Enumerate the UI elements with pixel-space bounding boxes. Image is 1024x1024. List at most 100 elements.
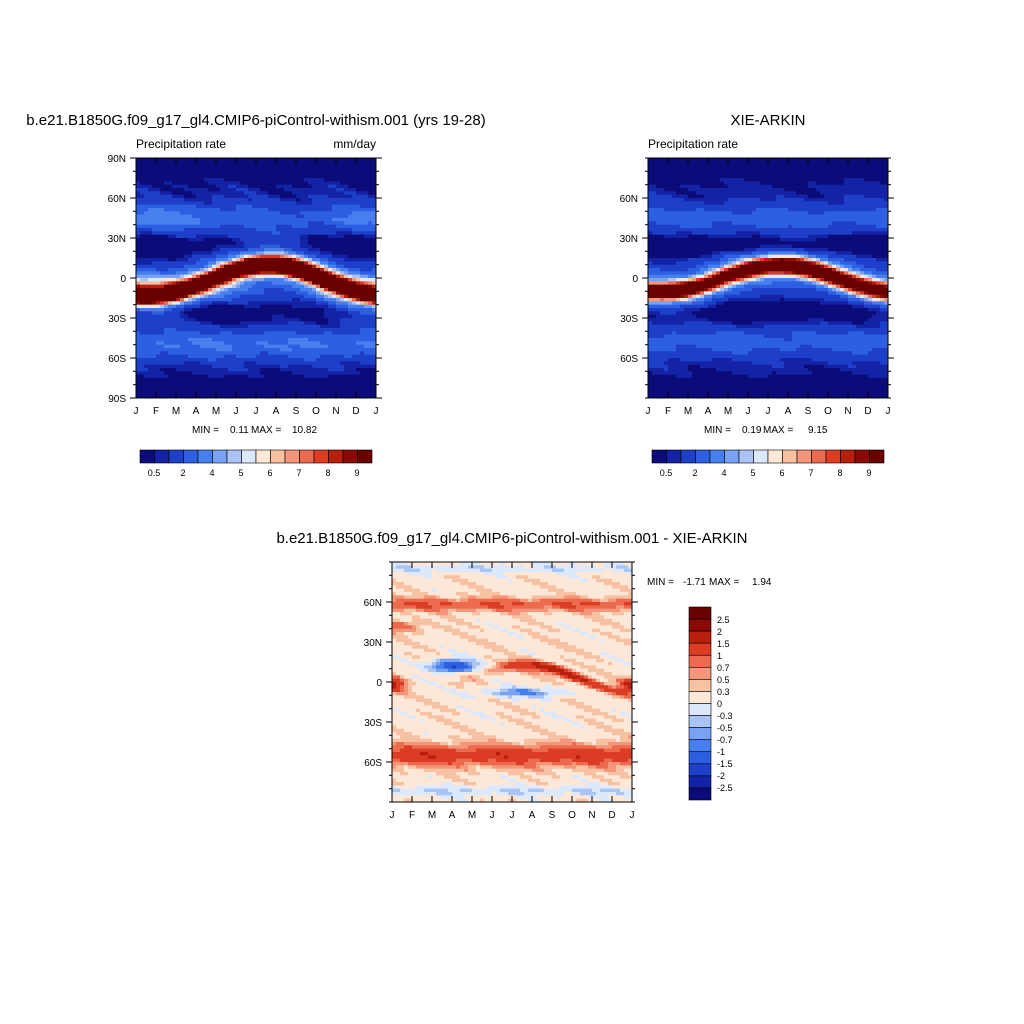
field-cell [288,324,293,329]
field-cell [288,228,293,232]
field-cell [144,228,149,232]
field-cell [828,164,833,169]
field-cell [256,288,261,292]
field-cell [884,158,888,162]
field-cell [168,168,173,172]
field-cell [712,181,717,186]
field-cell [152,221,157,226]
field-cell [236,358,241,362]
field-cell [236,214,241,219]
field-cell [156,238,161,242]
field-cell [208,274,213,279]
field-cell [276,248,281,252]
field-cell [344,294,349,299]
field-cell [180,338,185,342]
field-cell [228,374,233,379]
field-cell [216,201,221,206]
field-cell [348,394,353,398]
field-cell [272,358,277,362]
field-cell [232,281,237,286]
field-cell [356,241,361,246]
field-cell [300,224,305,229]
field-cell [312,364,317,369]
field-cell [352,374,357,379]
field-cell [288,231,293,236]
field-cell [220,301,225,306]
field-cell [220,314,225,319]
field-cell [652,174,657,179]
field-cell [344,164,349,169]
field-cell [200,351,205,356]
field-cell [288,368,293,372]
field-cell [328,361,333,366]
field-cell [332,288,337,292]
field-cell [224,381,229,386]
field-cell [360,251,365,256]
field-cell [268,174,273,179]
field-cell [184,328,189,332]
field-cell [292,304,297,309]
field-cell [344,191,349,196]
field-cell [244,211,249,216]
field-cell [312,254,317,259]
field-cell [180,351,185,356]
field-cell [768,184,773,189]
field-cell [300,261,305,266]
field-cell [236,338,241,342]
field-cell [796,164,801,169]
field-cell [208,211,213,216]
field-cell [208,288,213,292]
field-cell [836,168,841,172]
field-cell [348,358,353,362]
field-cell [740,168,745,172]
field-cell [184,231,189,236]
field-cell [224,294,229,299]
field-cell [320,234,325,239]
field-cell [220,218,225,222]
field-cell [708,168,713,172]
field-cell [244,238,249,242]
field-cell [184,204,189,209]
field-cell [172,371,177,376]
field-cell [328,244,333,249]
field-cell [232,171,237,176]
field-cell [332,184,337,189]
field-cell [204,234,209,239]
field-cell [236,311,241,316]
field-cell [324,308,329,312]
field-cell [732,174,737,179]
field-cell [252,338,257,342]
field-cell [724,168,729,172]
field-cell [176,248,181,252]
field-cell [140,214,145,219]
field-cell [304,344,309,349]
field-cell [168,314,173,319]
field-cell [240,158,245,162]
field-cell [212,308,217,312]
field-cell [168,218,173,222]
field-cell [144,271,149,276]
field-cell [224,321,229,326]
field-cell [324,354,329,359]
field-cell [292,228,297,232]
field-cell [204,378,209,382]
field-cell [284,278,289,282]
field-cell [664,171,669,176]
field-cell [340,374,345,379]
field-cell [308,228,313,232]
field-cell [152,374,157,379]
field-cell [364,231,369,236]
field-cell [304,178,309,182]
field-cell [324,261,329,266]
field-cell [364,174,369,179]
field-cell [224,338,229,342]
field-cell [260,218,265,222]
field-cell [872,178,877,182]
field-cell [368,198,373,202]
field-cell [808,184,813,189]
field-cell [224,384,229,389]
field-cell [156,204,161,209]
field-cell [368,394,373,398]
field-cell [168,308,173,312]
field-cell [228,208,233,212]
